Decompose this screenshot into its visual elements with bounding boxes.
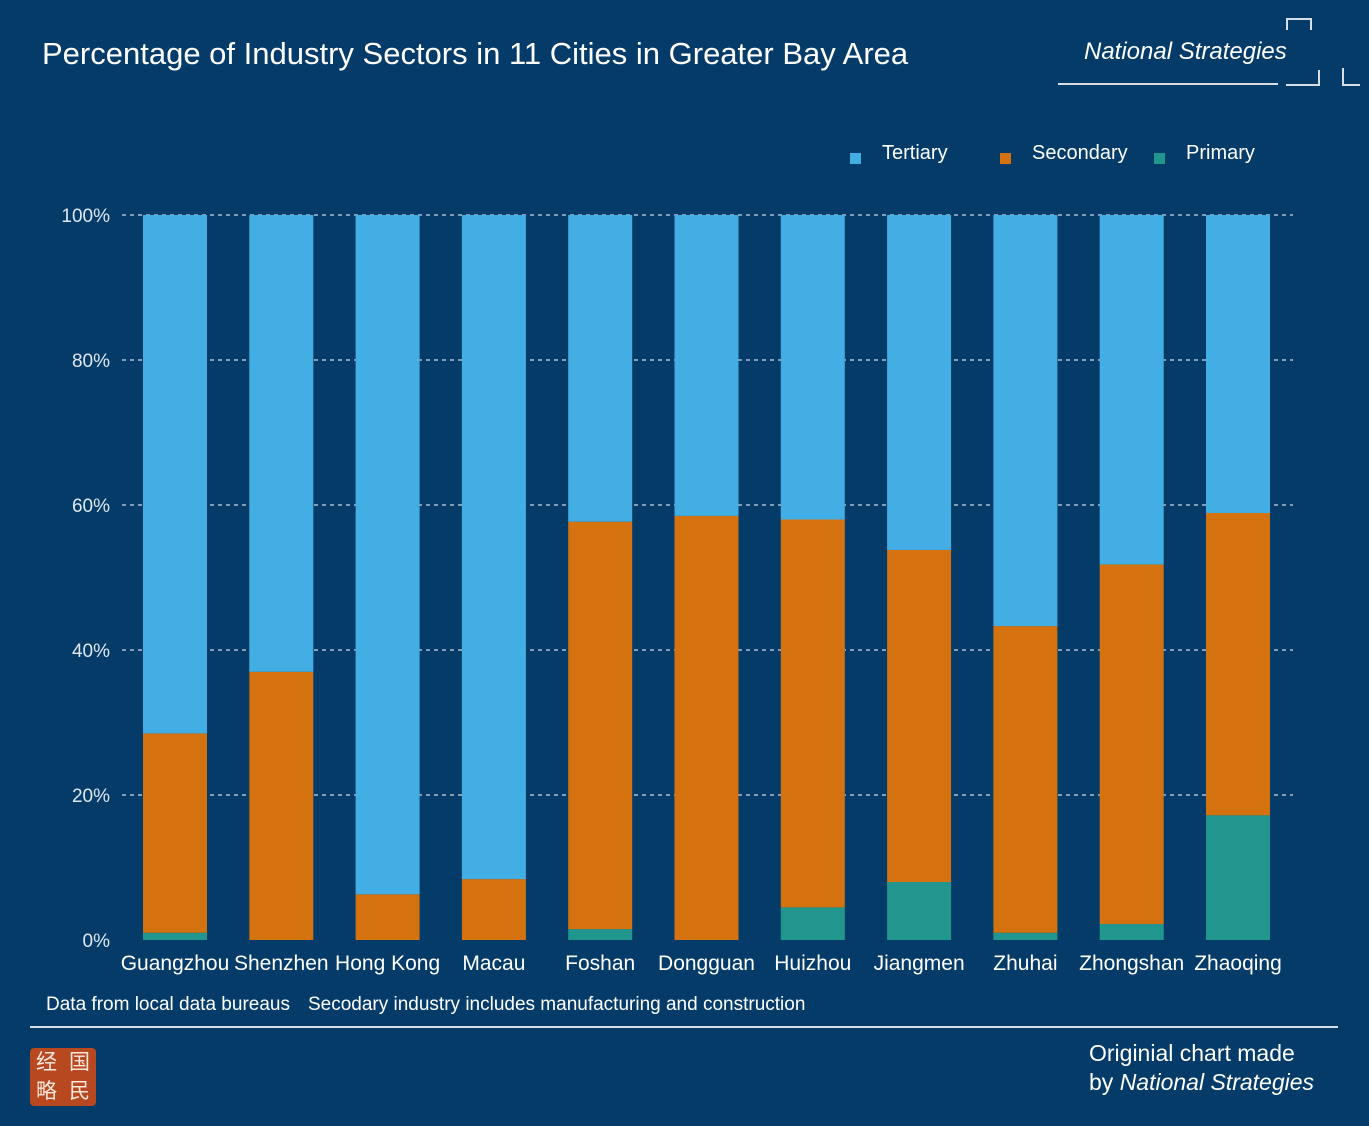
x-tick-label: Macau [462, 952, 525, 975]
footnote: Data from local data bureaus Secodary ind… [46, 994, 805, 1016]
x-tick-label: Shenzhen [234, 952, 329, 975]
bar-tertiary [887, 215, 952, 550]
footer-divider [30, 1026, 1338, 1028]
brand-corner-bracket-mid [1286, 70, 1320, 86]
legend-label-secondary: Secondary [1032, 142, 1128, 164]
bar-primary [568, 929, 633, 940]
bar-tertiary [249, 215, 314, 672]
y-tick-label: 80% [72, 351, 110, 372]
bar-tertiary [1099, 215, 1164, 565]
y-tick-label: 0% [83, 931, 111, 952]
bar-tertiary [461, 215, 526, 880]
brand-corner-bracket-right [1342, 68, 1360, 86]
y-tick-label: 60% [72, 496, 110, 517]
bar-tertiary [1206, 215, 1270, 513]
bar-secondary [143, 733, 207, 933]
bar-tertiary [355, 215, 420, 895]
bar-primary [1099, 924, 1164, 940]
seal-char: 略 [36, 1079, 57, 1103]
y-tick-label: 20% [72, 786, 110, 807]
bar-secondary [674, 515, 739, 940]
footer-credit: Originial chart made by National Strateg… [1089, 1039, 1314, 1097]
credit-brand: National Strategies [1119, 1069, 1315, 1095]
bar-secondary [249, 671, 314, 940]
legend-label-primary: Primary [1186, 142, 1255, 164]
bar-tertiary [780, 215, 845, 520]
chart-title: Percentage of Industry Sectors in 11 Cit… [42, 36, 909, 71]
legend-swatch-secondary [1000, 153, 1011, 164]
bar-tertiary [568, 215, 633, 522]
x-tick-label: Zhuhai [993, 952, 1057, 975]
brand-name: National Strategies [1084, 38, 1287, 65]
legend-swatch-primary [1154, 153, 1165, 164]
y-tick-label: 100% [61, 206, 110, 227]
bar-primary [143, 932, 207, 940]
brand-header: National Strategies [1058, 18, 1360, 88]
brand-underline [1058, 83, 1278, 85]
x-tick-label: Hong Kong [335, 952, 440, 975]
x-tick-label: Zhaoqing [1194, 952, 1282, 975]
x-tick-label: Zhongshan [1079, 952, 1184, 975]
x-tick-label: Guangzhou [121, 952, 230, 975]
x-tick-label: Huizhou [774, 952, 851, 975]
seal-char: 经 [36, 1050, 57, 1074]
x-tick-label: Dongguan [658, 952, 755, 975]
bar-primary [993, 932, 1058, 940]
bar-primary [1206, 815, 1270, 940]
bar-primary [887, 882, 952, 940]
bar-secondary [355, 894, 420, 940]
bar-tertiary [143, 215, 207, 734]
brand-corner-bracket-top [1286, 18, 1312, 30]
bar-secondary [1099, 564, 1164, 925]
credit-line-2: by National Strategies [1089, 1068, 1314, 1097]
source-note: Data from local data bureaus [46, 994, 290, 1015]
bar-secondary [887, 549, 952, 882]
legend-label-tertiary: Tertiary [882, 142, 948, 164]
bar-secondary [780, 519, 845, 908]
legend-swatch-tertiary [850, 153, 861, 164]
bar-secondary [1206, 512, 1270, 816]
credit-line-1: Originial chart made [1089, 1040, 1295, 1066]
bar-secondary [461, 879, 526, 940]
bar-secondary [993, 626, 1058, 933]
x-tick-label: Jiangmen [874, 952, 965, 975]
seal-char: 民 [69, 1079, 90, 1103]
bar-primary [780, 907, 845, 940]
definition-note: Secodary industry includes manufacturing… [307, 994, 806, 1015]
brand-seal-logo: 经 国 略 民 [30, 1048, 96, 1106]
y-tick-label: 40% [72, 641, 110, 662]
seal-char: 国 [69, 1050, 90, 1074]
bar-tertiary [993, 215, 1058, 627]
bar-tertiary [674, 215, 739, 516]
x-tick-label: Foshan [565, 952, 635, 975]
bar-secondary [568, 521, 633, 930]
credit-prefix: by [1089, 1069, 1114, 1095]
